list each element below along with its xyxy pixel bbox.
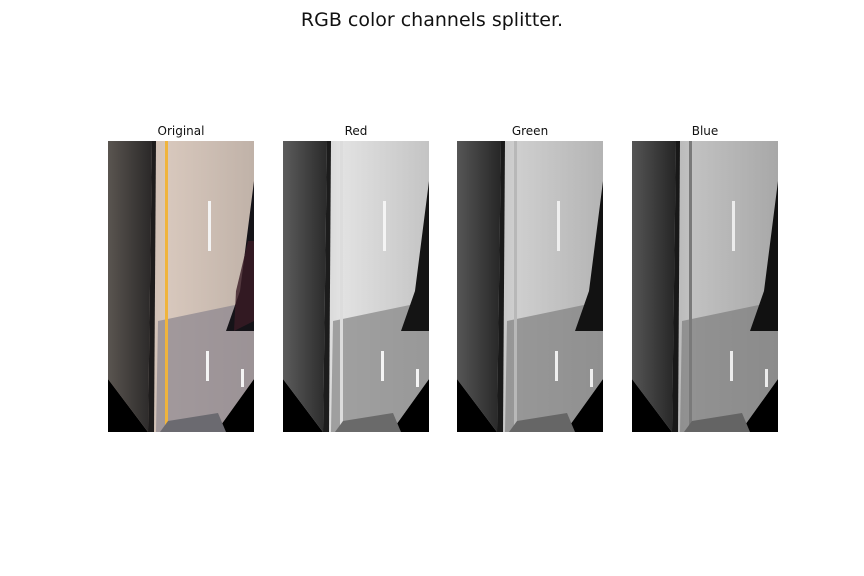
road-green-channel-image: [457, 141, 603, 432]
road-blue-channel-image: [632, 141, 778, 432]
figure-title: RGB color channels splitter.: [300, 9, 564, 31]
panel-title-original: Original: [157, 124, 205, 138]
panel-title-blue: Blue: [691, 124, 719, 138]
panel-blue: Blue: [632, 122, 778, 432]
panel-title-green: Green: [511, 124, 549, 138]
road-red-channel-image: [283, 141, 429, 432]
panel-red: Red: [283, 122, 429, 432]
panel-original: Original: [108, 122, 254, 432]
panel-title-red: Red: [344, 124, 368, 138]
panel-green: Green: [457, 122, 603, 432]
road-original-image: [108, 141, 254, 432]
